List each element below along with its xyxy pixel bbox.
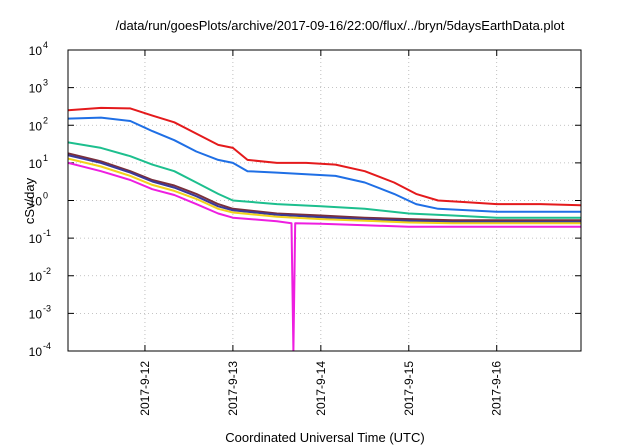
- y-tick-exponent: 3: [43, 78, 48, 88]
- x-axis-ticks: 2017-9-12 2017-9-13 2017-9-14 2017-9-15 2017…: [138, 50, 504, 416]
- grid-lines: [68, 49, 581, 352]
- series-line-1: [68, 106, 581, 207]
- y-tick-exponent: 2: [43, 115, 48, 125]
- y-tick-label: 10: [29, 119, 43, 133]
- y-tick-exponent: -3: [43, 303, 51, 313]
- x-tick-label: 2017-9-16: [490, 361, 504, 416]
- y-tick-exponent: 1: [43, 153, 48, 163]
- y-tick-label: 10: [29, 157, 43, 171]
- plot-frame: [67, 49, 582, 352]
- y-tick-label: 10: [29, 82, 43, 96]
- y-axis-label: cSv/day: [22, 177, 37, 224]
- y-tick-exponent: -1: [43, 228, 51, 238]
- y-tick-label: 10: [29, 232, 43, 246]
- x-tick-label: 2017-9-13: [226, 361, 240, 416]
- series-line-2: [68, 116, 581, 213]
- y-tick-exponent: 4: [43, 40, 48, 50]
- x-axis-label: Coordinated Universal Time (UTC): [225, 430, 424, 445]
- y-tick-label: 10: [29, 195, 43, 209]
- y-tick-exponent: 0: [43, 191, 48, 201]
- y-tick-label: 10: [29, 44, 43, 58]
- y-tick-exponent: -2: [43, 266, 51, 276]
- series-line-5: [68, 154, 581, 223]
- y-tick-label: 10: [29, 345, 43, 359]
- plot-series: [68, 106, 581, 351]
- x-tick-label: 2017-9-15: [402, 361, 416, 416]
- y-tick-label: 10: [29, 307, 43, 321]
- series-line-3: [68, 141, 581, 219]
- x-tick-label: 2017-9-12: [138, 361, 152, 416]
- series-line-7: [68, 161, 581, 351]
- series-line-6: [68, 157, 581, 225]
- y-tick-exponent: -4: [43, 341, 51, 351]
- chart-title: /data/run/goesPlots/archive/2017-09-16/2…: [116, 18, 565, 33]
- series-line-4: [68, 152, 581, 222]
- y-tick-label: 10: [29, 270, 43, 284]
- x-tick-label: 2017-9-14: [314, 361, 328, 416]
